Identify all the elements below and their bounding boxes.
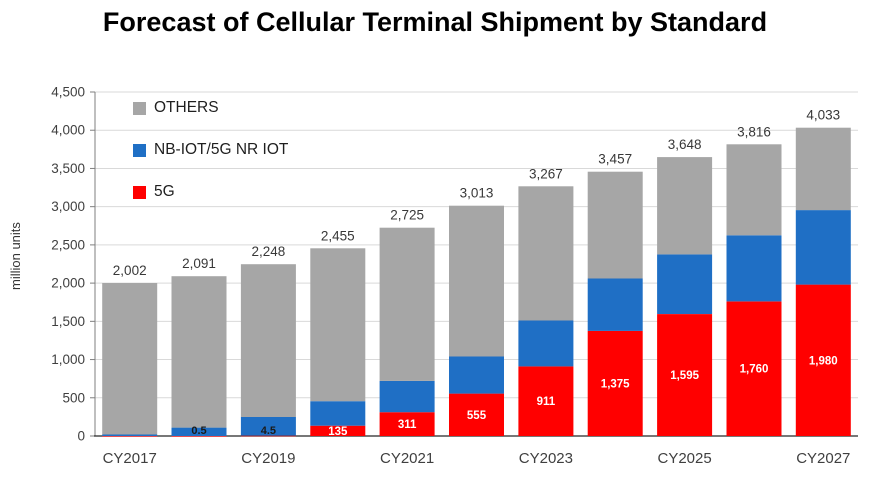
- bar-segment-others: [449, 205, 504, 357]
- bar-total-label: 3,013: [460, 186, 494, 201]
- bar-segment-5g: [795, 284, 851, 436]
- bar-segment-nb-iot: [240, 416, 296, 436]
- bar-segment-others: [379, 227, 435, 381]
- x-tick-label: CY2025: [657, 450, 711, 467]
- bar-segment-5g: [726, 301, 782, 436]
- x-tick-label: CY2019: [241, 450, 295, 467]
- x-tick-label: CY2027: [796, 450, 850, 467]
- bar-5g-value-label: 1,595: [670, 370, 699, 382]
- legend-label: NB-IOT/5G NR IOT: [154, 141, 289, 158]
- legend-swatch: [133, 143, 146, 157]
- bar-segment-nb-iot: [795, 210, 851, 285]
- bar-5g-value-label: 1,980: [809, 355, 838, 367]
- bar-segment-others: [795, 127, 851, 211]
- bar-segment-others: [102, 283, 158, 435]
- bar-total-label: 2,091: [182, 256, 216, 271]
- bar-5g-value-label: 135: [328, 426, 348, 438]
- bar-total-label: 3,457: [598, 152, 632, 167]
- legend-label: 5G: [154, 183, 175, 200]
- bar-total-label: 2,002: [113, 263, 147, 278]
- y-tick-label: 3,000: [51, 199, 85, 214]
- bar-5g-value-label: 911: [537, 396, 556, 408]
- bar-segment-others: [518, 186, 574, 321]
- legend-label: OTHERS: [154, 99, 219, 116]
- chart-title: Forecast of Cellular Terminal Shipment b…: [102, 7, 768, 37]
- x-tick-label: CY2017: [103, 450, 157, 467]
- y-tick-label: 4,000: [51, 123, 85, 138]
- bar-total-label: 2,455: [321, 228, 355, 243]
- x-tick-label: CY2021: [380, 450, 434, 467]
- bar-total-label: 4,033: [806, 108, 840, 123]
- bar-segment-nb-iot: [310, 401, 366, 426]
- bar-segment-nb-iot: [657, 254, 713, 314]
- bar-segment-5g: [171, 436, 227, 437]
- bar-segment-others: [171, 276, 227, 428]
- bar-5g-value-label: 0.5: [191, 425, 206, 437]
- bar-5g-value-label: 1,375: [601, 378, 630, 390]
- chart-legend: OTHERS NB-IOT/5G NR IOT 5G: [133, 99, 288, 201]
- bar-segment-others: [657, 157, 713, 255]
- bar-5g-value-label: 555: [467, 410, 487, 422]
- legend-item-0: OTHERS: [133, 99, 288, 117]
- y-tick-label: 2,000: [51, 276, 85, 291]
- bar-segment-others: [587, 171, 643, 279]
- bar-segment-5g: [587, 330, 643, 436]
- bar-segment-5g: [310, 425, 366, 436]
- bar-segment-5g: [518, 366, 574, 436]
- bar-segment-5g: [240, 435, 296, 437]
- y-tick-label: 0: [77, 429, 85, 444]
- legend-item-2: 5G: [133, 183, 288, 201]
- bar-total-label: 3,648: [668, 137, 702, 152]
- bar-segment-5g: [379, 412, 435, 436]
- bar-segment-nb-iot: [518, 320, 574, 367]
- bar-segment-nb-iot: [587, 278, 643, 331]
- bar-segment-nb-iot: [171, 427, 227, 436]
- y-tick-label: 4,500: [51, 85, 85, 100]
- bar-5g-value-label: 311: [398, 419, 417, 431]
- x-tick-label: CY2023: [519, 450, 573, 467]
- bar-segment-5g: [657, 314, 713, 436]
- bar-segment-nb-iot: [449, 356, 504, 394]
- bar-segment-others: [726, 144, 782, 236]
- y-tick-label: 1,000: [51, 352, 85, 367]
- y-tick-label: 2,500: [51, 237, 85, 252]
- bar-segment-nb-iot: [102, 434, 158, 436]
- bar-segment-nb-iot: [726, 235, 782, 302]
- y-tick-label: 1,500: [51, 314, 85, 329]
- bar-segment-others: [310, 248, 366, 402]
- bar-segment-5g: [102, 436, 158, 437]
- bar-segment-5g: [449, 393, 504, 436]
- legend-swatch: [133, 185, 146, 199]
- legend-item-1: NB-IOT/5G NR IOT: [133, 141, 288, 159]
- bar-total-label: 2,248: [252, 244, 286, 259]
- bar-5g-value-label: 1,760: [740, 364, 769, 376]
- bar-total-label: 2,725: [390, 208, 424, 223]
- legend-swatch: [133, 101, 146, 115]
- bar-5g-value-label: 4.5: [261, 425, 276, 437]
- y-tick-label: 500: [62, 390, 85, 405]
- bar-total-label: 3,816: [737, 124, 771, 139]
- bar-segment-nb-iot: [379, 380, 435, 413]
- y-tick-label: 3,500: [51, 161, 85, 176]
- bar-total-label: 3,267: [529, 166, 563, 181]
- bar-segment-others: [240, 264, 296, 417]
